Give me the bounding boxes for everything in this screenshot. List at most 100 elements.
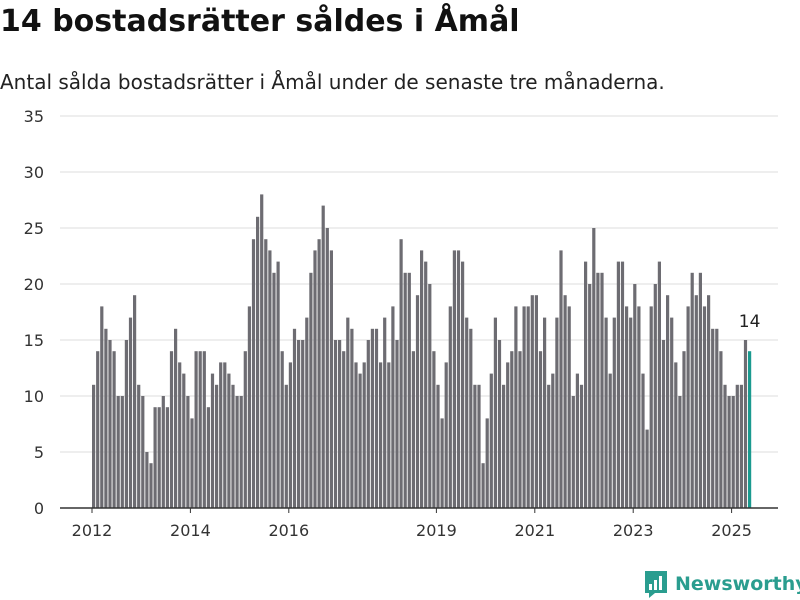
bar [284,384,288,508]
bar [469,328,473,508]
bar [325,228,329,508]
bar [292,328,297,508]
bar [575,373,579,508]
bar [543,317,547,508]
bar [608,373,612,508]
bar [268,250,272,508]
bar [210,373,215,508]
bar [362,362,366,508]
bar [415,295,420,508]
bar [215,384,219,508]
x-tick-label: 2014 [170,521,211,540]
bar [571,396,575,508]
bar [317,239,321,508]
bar [272,272,276,508]
bar [116,396,120,508]
bar [137,384,141,508]
bar [329,250,333,508]
bar [182,373,186,508]
x-tick-label: 2025 [711,521,752,540]
bar [641,373,645,508]
bar [407,272,411,508]
bar [563,295,567,508]
x-tick-label: 2021 [514,521,555,540]
y-tick-label: 10 [24,387,44,406]
bar [124,340,128,508]
bar [620,261,625,508]
y-axis-ticks: 0 5 10 15 20 25 30 35 [24,107,44,518]
y-tick-label: 25 [24,219,44,238]
bar [100,306,104,508]
bar [321,205,325,508]
x-tick-label: 2023 [613,521,654,540]
bar [256,216,260,509]
y-tick-label: 0 [34,499,44,518]
bar [481,463,485,508]
brand[interactable]: Newsworthy [643,568,800,600]
bar [666,295,670,508]
bar [333,340,338,508]
x-tick-label: 2019 [416,521,457,540]
bar [358,373,362,508]
bar-latest [748,351,752,508]
bar [592,228,596,508]
bar [239,396,243,508]
bar [694,295,698,508]
bar [428,284,432,508]
bar [346,317,350,508]
bar [612,317,616,508]
bars [92,194,752,509]
bar [559,250,563,508]
bar [243,351,247,508]
bar [538,351,543,508]
bar [338,340,342,508]
bar [465,317,469,508]
bar [403,272,407,508]
newsworthy-logo-icon [645,571,667,598]
bar [120,396,124,508]
chart-title: 14 bostadsrätter såldes i Åmål [0,4,520,39]
bar [92,384,96,508]
x-tick-label: 2012 [72,521,113,540]
bar [690,272,694,508]
bar [522,306,526,508]
bar [174,328,178,508]
latest-value-label: 14 [739,312,761,332]
bar [206,407,210,508]
y-tick-label: 5 [34,443,44,462]
bar [247,306,251,508]
bar [96,351,100,508]
bar [149,463,153,508]
bar [288,362,292,508]
bar [579,384,584,508]
bar [190,418,194,508]
bar [489,373,493,508]
bar [198,351,202,508]
bar [370,328,374,508]
data-labels: 14 [739,312,761,332]
bar [637,306,641,508]
bar [518,351,522,508]
bar [350,328,354,508]
bar [432,351,436,508]
bar [682,351,686,508]
bar [711,328,715,508]
bar [473,384,477,508]
bar [301,340,305,508]
bar [264,239,268,508]
bar [231,384,235,508]
bar [420,250,424,508]
bar [567,306,571,508]
bar [145,452,149,508]
bar [629,317,633,508]
bar [141,396,145,508]
bar [161,396,165,508]
bar [461,261,465,508]
bar [219,362,223,508]
bar [534,295,538,508]
bar [387,362,391,508]
brand-name: Newsworthy [675,573,800,595]
bar [128,317,133,508]
bar [477,384,481,508]
